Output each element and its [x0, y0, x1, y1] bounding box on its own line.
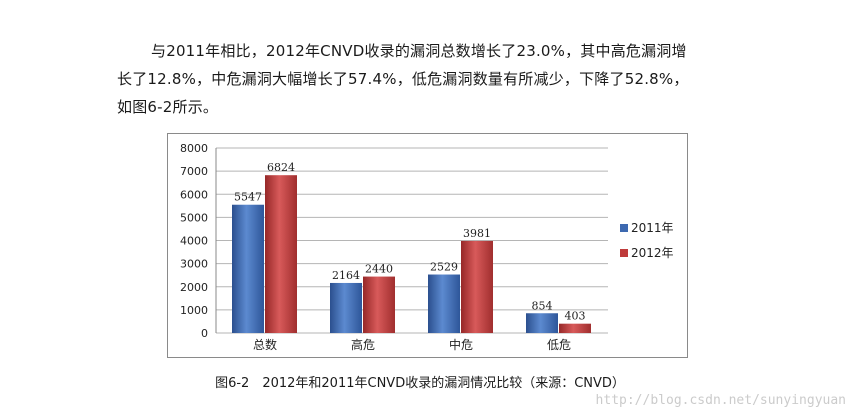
bar-2011-0	[232, 204, 264, 333]
chart-frame: 0 1000 2000 3000 4000 5000 6000 7000 8000 5547 68…	[167, 133, 688, 358]
data-label: 2440	[365, 263, 393, 276]
y-tick-label: 0	[201, 327, 208, 340]
bar-2012-2	[461, 240, 493, 333]
bar-2011-3	[526, 313, 558, 333]
x-category-label: 总数	[253, 337, 277, 352]
legend-swatch	[620, 224, 628, 232]
y-tick-label: 4000	[180, 235, 208, 248]
y-tick-label: 2000	[180, 281, 208, 294]
y-axis: 0 1000 2000 3000 4000 5000 6000 7000 8000	[180, 142, 217, 340]
body-paragraph: 与2011年相比，2012年CNVD收录的漏洞总数增长了23.0%，其中高危漏洞…	[117, 37, 737, 121]
legend-label: 2012年	[631, 246, 674, 260]
x-category-label: 高危	[351, 337, 375, 352]
watermark: http://blog.csdn.net/sunyingyuan	[595, 393, 846, 408]
y-tick-label: 3000	[180, 258, 208, 271]
data-label: 403	[565, 310, 586, 323]
figure-caption: 图6-2 2012年和2011年CNVD收录的漏洞情况比较（来源：CNVD）	[215, 376, 625, 391]
bar-2012-1	[363, 276, 395, 333]
paragraph-line-3: 如图6-2所示。	[117, 98, 219, 116]
y-tick-label: 6000	[180, 188, 208, 201]
data-label: 2164	[332, 269, 360, 282]
x-category-label: 中危	[449, 337, 473, 352]
bar-2012-0	[265, 175, 297, 333]
labels-layer: 5547 6824 总数 2164 2440 高危 2529 3981 中危 854 403 低危	[234, 161, 586, 352]
y-tick-label: 8000	[180, 142, 208, 155]
y-tick-label: 7000	[180, 165, 208, 178]
y-tick-label: 1000	[180, 304, 208, 317]
bar-chart: 0 1000 2000 3000 4000 5000 6000 7000 8000 5547 68…	[180, 142, 674, 352]
legend-label: 2011年	[631, 221, 674, 235]
legend-swatch	[620, 249, 628, 257]
data-label: 5547	[234, 191, 262, 204]
paragraph-line-1: 与2011年相比，2012年CNVD收录的漏洞总数增长了23.0%，其中高危漏洞…	[151, 42, 687, 60]
legend: 2011年 2012年	[620, 221, 674, 260]
data-label: 854	[532, 299, 553, 312]
y-tick-label: 5000	[180, 211, 208, 224]
data-label: 6824	[267, 161, 295, 174]
x-category-label: 低危	[547, 338, 571, 352]
bar-2012-3	[559, 323, 591, 333]
bar-2011-1	[330, 282, 362, 333]
bars-layer	[232, 175, 591, 333]
data-label: 3981	[463, 227, 491, 240]
paragraph-line-2: 长了12.8%，中危漏洞大幅增长了57.4%，低危漏洞数量有所减少，下降了52.…	[117, 70, 689, 88]
data-label: 2529	[430, 261, 458, 274]
bar-2011-2	[428, 274, 460, 333]
